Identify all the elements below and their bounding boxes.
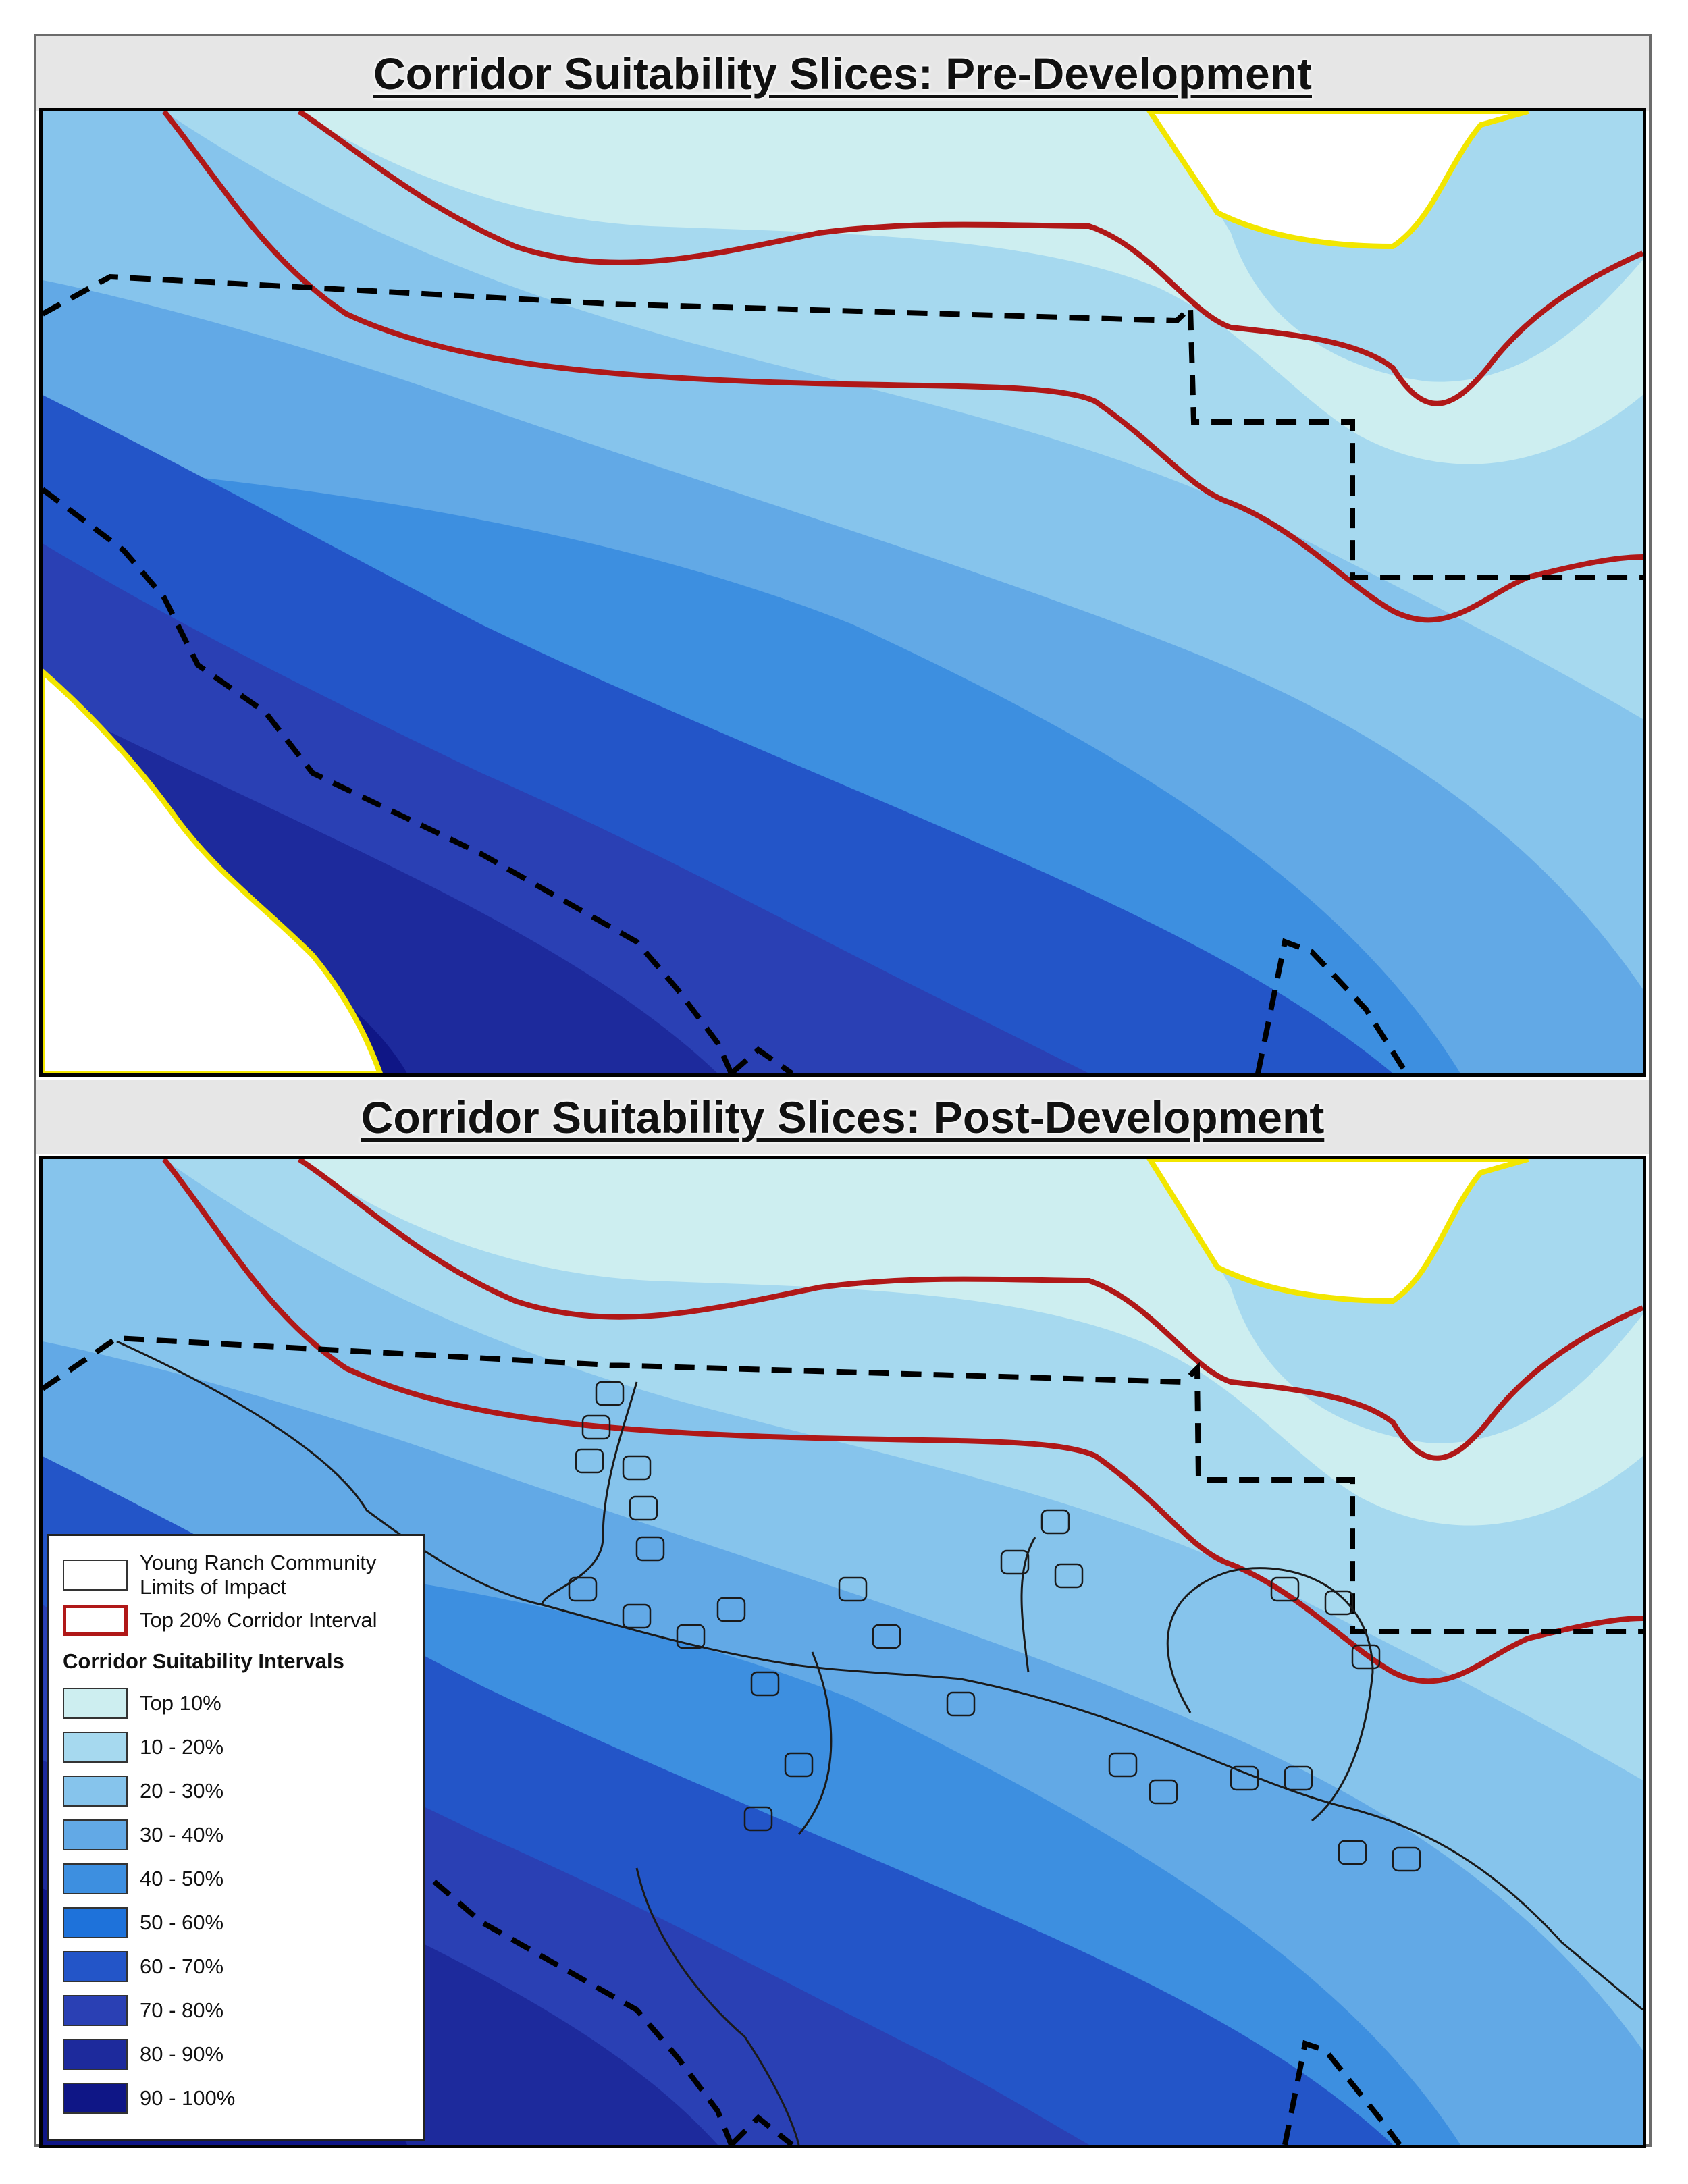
map-legend: Young Ranch Community Limits of Impact T… (47, 1534, 425, 2141)
lot (581, 1414, 611, 1440)
lot (622, 1455, 652, 1481)
legend-interval-label: 20 - 30% (140, 1779, 224, 1803)
cul-de-sac-road-2 (797, 1651, 833, 1835)
legend-limits-row: Young Ranch Community Limits of Impact (63, 1551, 410, 1599)
lot (1108, 1752, 1138, 1778)
legend-interval-row: 20 - 30% (63, 1776, 223, 1807)
legend-interval-label: 60 - 70% (140, 1954, 224, 1978)
lot (1351, 1644, 1381, 1670)
outside-area-northeast-post (1146, 1159, 1529, 1304)
corridor-line-south (161, 111, 1643, 623)
limits-of-impact-southeast-post (1282, 2040, 1402, 2145)
lot (1270, 1576, 1300, 1602)
lot (838, 1576, 868, 1602)
legend-interval-swatch (63, 1732, 128, 1763)
map-pre-svg (43, 111, 1643, 1073)
band-10-20 (164, 111, 1643, 719)
lot (872, 1624, 901, 1649)
lot (622, 1603, 652, 1629)
lot (568, 1576, 598, 1602)
legend-interval-label: 30 - 40% (140, 1823, 224, 1846)
corridor-line-north-post (297, 1159, 1643, 1461)
legend-interval-row: 70 - 80% (63, 1995, 223, 2026)
legend-interval-label: 50 - 60% (140, 1911, 224, 1934)
lot (595, 1381, 625, 1406)
lot (635, 1536, 665, 1562)
legend-interval-label: 80 - 90% (140, 2042, 224, 2066)
limits-of-impact-north (43, 273, 1643, 580)
legend-interval-swatch (63, 1995, 128, 2026)
legend-interval-row: 90 - 100% (63, 2083, 235, 2114)
lot (676, 1624, 706, 1649)
outside-area-northeast (1146, 111, 1529, 250)
legend-interval-row: 40 - 50% (63, 1863, 223, 1894)
cul-de-sac-road-3 (1020, 1537, 1036, 1673)
lot (1324, 1590, 1354, 1616)
lot (784, 1752, 814, 1778)
legend-interval-row: 50 - 60% (63, 1907, 223, 1938)
map-pre-development[interactable] (39, 108, 1646, 1077)
legend-interval-row: 10 - 20% (63, 1732, 223, 1763)
lot (1149, 1779, 1178, 1805)
legend-interval-label: 90 - 100% (140, 2086, 236, 2110)
legend-interval-swatch (63, 2083, 128, 2114)
legend-interval-swatch (63, 1907, 128, 1938)
corridor-line-south-post (161, 1159, 1643, 1684)
lot (1040, 1509, 1070, 1535)
legend-limits-label: Young Ranch Community Limits of Impact (140, 1551, 377, 1599)
legend-interval-row: 30 - 40% (63, 1819, 223, 1850)
band-top-10-post (299, 1159, 1643, 1526)
lot (1000, 1549, 1030, 1575)
south-road (635, 1867, 800, 2145)
legend-interval-swatch (63, 2039, 128, 2070)
legend-interval-row: 80 - 90% (63, 2039, 223, 2070)
legend-corridor-swatch (63, 1605, 128, 1636)
legend-interval-row: 60 - 70% (63, 1951, 223, 1982)
legend-interval-label: 70 - 80% (140, 1998, 224, 2022)
lot (1284, 1765, 1313, 1791)
legend-corridor-label: Top 20% Corridor Interval (140, 1608, 377, 1632)
corridor-line-north (297, 111, 1643, 406)
lot (743, 1806, 773, 1832)
panel-title-pre: Corridor Suitability Slices: Pre-Develop… (373, 49, 1312, 99)
band-top-10 (299, 111, 1643, 464)
legend-interval-swatch (63, 1863, 128, 1894)
lot (575, 1448, 604, 1474)
legend-interval-swatch (63, 1819, 128, 1850)
loop-road (1166, 1567, 1374, 1822)
cul-de-sac-road-1 (541, 1381, 638, 1605)
lot (716, 1597, 746, 1622)
legend-interval-label: 10 - 20% (140, 1735, 224, 1759)
lot (1230, 1765, 1259, 1791)
legend-interval-label: 40 - 50% (140, 1867, 224, 1890)
legend-interval-swatch (63, 1776, 128, 1807)
lot (750, 1671, 780, 1697)
outside-area-southwest (43, 668, 384, 1073)
main-road (116, 1340, 1643, 2011)
limits-of-impact-north-post (43, 1335, 1643, 1634)
development-roads (116, 1340, 1643, 2145)
legend-limits-swatch (63, 1560, 128, 1591)
limits-of-impact-south-post (432, 1879, 794, 2145)
legend-interval-swatch (63, 1688, 128, 1719)
lot (1392, 1846, 1421, 1872)
limits-of-impact-southeast (1255, 938, 1409, 1073)
house-lots (568, 1381, 1421, 1872)
panel-title-bar-post: Corridor Suitability Slices: Post-Develo… (36, 1080, 1649, 1154)
legend-corridor-row: Top 20% Corridor Interval (63, 1605, 377, 1636)
legend-intervals-heading: Corridor Suitability Intervals (63, 1649, 344, 1673)
lot (1338, 1840, 1367, 1865)
panel-title-bar-pre: Corridor Suitability Slices: Pre-Develop… (36, 36, 1649, 111)
lot (946, 1691, 976, 1717)
lot (629, 1495, 658, 1521)
lot (1054, 1563, 1084, 1589)
limits-of-impact-south (43, 487, 794, 1073)
legend-interval-row: Top 10% (63, 1688, 221, 1719)
panel-title-post: Corridor Suitability Slices: Post-Develo… (361, 1092, 1325, 1142)
band-10-20-post (164, 1159, 1643, 1780)
legend-interval-swatch (63, 1951, 128, 1982)
legend-interval-label: Top 10% (140, 1691, 221, 1715)
